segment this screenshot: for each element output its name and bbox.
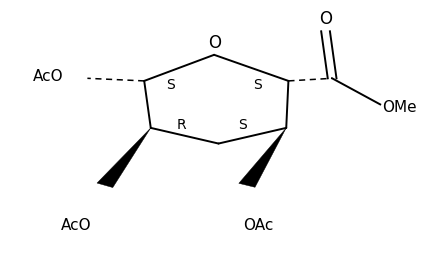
Polygon shape xyxy=(97,128,151,188)
Text: OMe: OMe xyxy=(382,99,417,115)
Text: S: S xyxy=(238,118,247,132)
Text: AcO: AcO xyxy=(61,218,92,233)
Text: O: O xyxy=(208,34,221,52)
Text: OAc: OAc xyxy=(243,218,273,233)
Text: R: R xyxy=(177,118,186,132)
Text: AcO: AcO xyxy=(33,69,63,85)
Polygon shape xyxy=(239,128,286,187)
Text: O: O xyxy=(319,10,332,28)
Text: S: S xyxy=(166,78,175,92)
Text: S: S xyxy=(253,78,262,92)
